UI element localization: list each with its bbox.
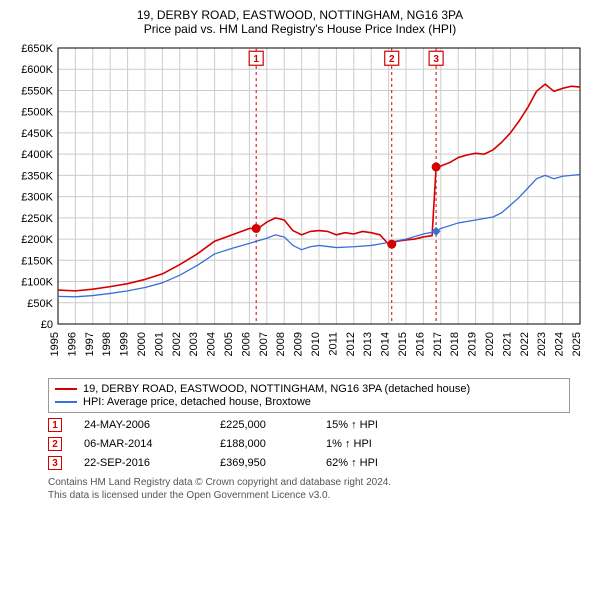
sale-row: 3 22-SEP-2016 £369,950 62% ↑ HPI — [48, 456, 570, 470]
sale-marker: 1 — [48, 418, 62, 432]
sale-row: 1 24-MAY-2006 £225,000 15% ↑ HPI — [48, 418, 570, 432]
svg-text:2006: 2006 — [240, 332, 252, 356]
sale-records: 1 24-MAY-2006 £225,000 15% ↑ HPI 2 06-MAR-201… — [48, 418, 570, 470]
svg-text:2000: 2000 — [136, 332, 148, 356]
svg-text:2009: 2009 — [293, 332, 305, 356]
legend-box: 19, DERBY ROAD, EASTWOOD, NOTTINGHAM, NG… — [48, 378, 570, 413]
chart-plot-area: £0 £50K £100K £150K £200K £250K £300K £350K £400… — [10, 42, 590, 372]
svg-text:£150K: £150K — [21, 255, 53, 267]
svg-text:2004: 2004 — [206, 332, 218, 356]
svg-text:2017: 2017 — [432, 332, 444, 356]
svg-text:£300K: £300K — [21, 192, 53, 204]
svg-text:2018: 2018 — [449, 332, 461, 356]
svg-text:£600K: £600K — [21, 64, 53, 76]
svg-text:2024: 2024 — [554, 332, 566, 356]
svg-text:2022: 2022 — [519, 332, 531, 356]
sale-price: £225,000 — [220, 419, 320, 431]
sale-delta: 15% ↑ HPI — [326, 419, 446, 431]
svg-text:1998: 1998 — [101, 332, 113, 356]
svg-text:2007: 2007 — [258, 332, 270, 356]
svg-text:£50K: £50K — [27, 298, 53, 310]
svg-text:2023: 2023 — [536, 332, 548, 356]
svg-text:2011: 2011 — [327, 332, 339, 356]
chart-title-block: 19, DERBY ROAD, EASTWOOD, NOTTINGHAM, NG… — [10, 8, 590, 36]
svg-text:£400K: £400K — [21, 149, 53, 161]
svg-text:2025: 2025 — [571, 332, 583, 356]
svg-text:2020: 2020 — [484, 332, 496, 356]
svg-text:2010: 2010 — [310, 332, 322, 356]
svg-text:2013: 2013 — [362, 332, 374, 356]
svg-text:3: 3 — [433, 54, 439, 65]
svg-text:£550K: £550K — [21, 85, 53, 97]
svg-text:£0: £0 — [41, 319, 53, 331]
svg-text:2012: 2012 — [345, 332, 357, 356]
footnote-line1: Contains HM Land Registry data © Crown c… — [48, 476, 570, 489]
svg-text:2: 2 — [389, 54, 395, 65]
sale-date: 06-MAR-2014 — [84, 438, 214, 450]
svg-text:2015: 2015 — [397, 332, 409, 356]
sale-date: 24-MAY-2006 — [84, 419, 214, 431]
sale-delta: 1% ↑ HPI — [326, 438, 446, 450]
svg-text:2016: 2016 — [414, 332, 426, 356]
sale-price: £369,950 — [220, 457, 320, 469]
svg-text:£200K: £200K — [21, 234, 53, 246]
svg-text:£500K: £500K — [21, 107, 53, 119]
sale-marker: 2 — [48, 437, 62, 451]
legend-label: 19, DERBY ROAD, EASTWOOD, NOTTINGHAM, NG… — [83, 383, 470, 395]
legend-swatch — [55, 388, 77, 390]
svg-text:2014: 2014 — [380, 332, 392, 356]
svg-text:£650K: £650K — [21, 43, 53, 55]
legend-item: HPI: Average price, detached house, Brox… — [55, 396, 563, 408]
legend-label: HPI: Average price, detached house, Brox… — [83, 396, 311, 408]
svg-text:2003: 2003 — [188, 332, 200, 356]
svg-text:1999: 1999 — [119, 332, 131, 356]
svg-text:1997: 1997 — [84, 332, 96, 356]
svg-text:£350K: £350K — [21, 170, 53, 182]
chart-container: { "title": { "line1": "19, DERBY ROAD, E… — [0, 0, 600, 510]
sale-marker: 3 — [48, 456, 62, 470]
sale-row: 2 06-MAR-2014 £188,000 1% ↑ HPI — [48, 437, 570, 451]
svg-text:£450K: £450K — [21, 128, 53, 140]
sale-price: £188,000 — [220, 438, 320, 450]
svg-text:2002: 2002 — [171, 332, 183, 356]
svg-text:£100K: £100K — [21, 277, 53, 289]
chart-svg: £0 £50K £100K £150K £200K £250K £300K £350K £400… — [10, 42, 590, 372]
svg-text:2008: 2008 — [275, 332, 287, 356]
svg-text:2019: 2019 — [467, 332, 479, 356]
svg-text:2021: 2021 — [501, 332, 513, 356]
svg-text:2005: 2005 — [223, 332, 235, 356]
svg-text:1995: 1995 — [49, 332, 61, 356]
sale-date: 22-SEP-2016 — [84, 457, 214, 469]
svg-text:1: 1 — [253, 54, 259, 65]
svg-text:£250K: £250K — [21, 213, 53, 225]
svg-text:1996: 1996 — [66, 332, 78, 356]
svg-text:2001: 2001 — [153, 332, 165, 356]
footnote: Contains HM Land Registry data © Crown c… — [48, 476, 570, 502]
legend-item: 19, DERBY ROAD, EASTWOOD, NOTTINGHAM, NG… — [55, 383, 563, 395]
chart-title-line1: 19, DERBY ROAD, EASTWOOD, NOTTINGHAM, NG… — [10, 8, 590, 22]
sale-delta: 62% ↑ HPI — [326, 457, 446, 469]
chart-title-line2: Price paid vs. HM Land Registry's House … — [10, 22, 590, 36]
footnote-line2: This data is licensed under the Open Gov… — [48, 489, 570, 502]
legend-swatch — [55, 401, 77, 403]
